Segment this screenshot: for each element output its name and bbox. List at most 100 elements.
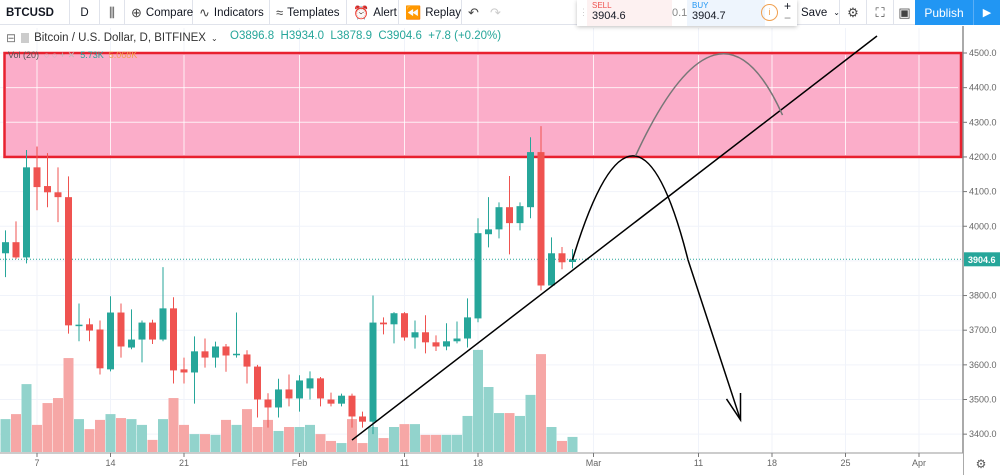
templates-icon: ≈ (276, 5, 284, 20)
drag-handle-icon[interactable]: ⋮ (579, 7, 588, 17)
settings-button[interactable]: ⚙ (840, 0, 867, 25)
volume-bar (0, 419, 11, 452)
volume-bar (525, 394, 536, 452)
volume-bar (252, 427, 263, 452)
candle-body (54, 192, 62, 198)
candle-body (96, 329, 104, 369)
volume-legend: Vol (20) ○ ○ + ✕ 5.73K 5.068K (8, 50, 137, 61)
time-tick-label: Mar (586, 458, 602, 468)
candle-body (380, 322, 387, 325)
volume-bar (231, 424, 242, 452)
alert-button[interactable]: ⏰ Alert (347, 0, 399, 25)
volume-bar (42, 403, 53, 452)
candle-body (2, 242, 9, 254)
ohlc-values: O3896.8 H3934.0 L3878.9 C3904.6 +7.8 (+0… (230, 30, 501, 42)
sell-price: 3904.6 (592, 10, 626, 22)
minus-icon[interactable]: − (784, 11, 792, 25)
candle-body (411, 332, 419, 338)
volume-bar (494, 413, 504, 452)
candle-body (191, 351, 198, 373)
play-icon: ▶ (982, 7, 992, 19)
candle-body (443, 341, 450, 347)
time-tick-label: 11 (400, 458, 409, 468)
time-tick-label: 11 (694, 458, 703, 468)
compare-button[interactable]: ⊕ Compare (125, 0, 193, 25)
trend-line (351, 35, 878, 441)
current-price-label: 3904.6 (968, 255, 996, 265)
volume-bar (32, 424, 42, 452)
projection-curve (571, 155, 689, 261)
volume-bar (504, 413, 515, 452)
price-axis (963, 26, 1000, 475)
sell-button[interactable]: SELL 3904.6 (587, 0, 672, 26)
price-tick-label: 3500.0 (969, 395, 997, 405)
indicators-button[interactable]: ∿ Indicators (193, 0, 270, 25)
compare-label: Compare (145, 6, 194, 19)
candle-body (495, 207, 503, 230)
templates-button[interactable]: ≈ Templates (270, 0, 347, 25)
candles-icon: ⫼ (109, 4, 115, 20)
candle-body (348, 395, 356, 417)
candle-body (201, 351, 209, 358)
candle-body (86, 324, 93, 331)
plus-icon[interactable]: + (784, 0, 792, 13)
replay-button[interactable]: ⏪ Replay (399, 0, 462, 25)
time-tick-label: 14 (105, 458, 115, 468)
alert-label: Alert (373, 6, 397, 19)
candle-body (233, 353, 240, 356)
volume-value: 5.73K (80, 50, 104, 60)
candle-body (296, 380, 303, 399)
buy-button[interactable]: BUY 3904.7 (687, 0, 765, 26)
symbol-search[interactable]: BTCUSD (0, 0, 70, 25)
volume-bar (84, 429, 95, 452)
undo-button[interactable]: ↶ (462, 0, 484, 25)
fullscreen-button[interactable]: ⛶ (867, 0, 894, 25)
volume-bar (536, 354, 546, 452)
publish-button[interactable]: Publish (915, 0, 973, 25)
chart-type-button[interactable]: ⫼ (100, 0, 125, 25)
candle-body (474, 233, 482, 319)
price-tick-label: 3700.0 (969, 325, 997, 335)
volume-bar (399, 424, 410, 452)
candle-body (23, 167, 30, 258)
volume-bar (336, 443, 347, 452)
price-tick-label: 3400.0 (969, 429, 997, 439)
volume-bar (53, 398, 63, 452)
candle-body (464, 317, 471, 339)
volume-bar (242, 409, 252, 452)
candle-body (222, 346, 230, 356)
play-button[interactable]: ▶ (973, 0, 1000, 25)
collapse-icon[interactable]: ⊟ (6, 31, 17, 45)
volume-bar (357, 443, 368, 452)
volume-bar (305, 424, 315, 452)
chevron-down-icon: ⌄ (833, 8, 840, 17)
buy-label: BUY (692, 1, 709, 10)
candle-body (338, 395, 345, 404)
candle-body (306, 378, 314, 389)
volume-bar (158, 419, 168, 452)
undo-icon: ↶ (468, 4, 479, 20)
info-icon[interactable]: i (761, 4, 778, 21)
spread-value: 0.1 (672, 7, 688, 19)
candle-body (128, 339, 135, 348)
alarm-icon: ⏰ (353, 4, 370, 20)
interval-button[interactable]: D (70, 0, 100, 25)
interval-label: D (80, 6, 89, 19)
volume-label[interactable]: Vol (20) (8, 50, 40, 60)
redo-icon: ↷ (490, 4, 501, 20)
buy-price: 3904.7 (692, 10, 726, 22)
volume-bar (210, 434, 221, 452)
volume-controls-icon[interactable]: ○ ○ + ✕ (44, 50, 76, 60)
symbol-title[interactable]: Bitcoin / U.S. Dollar, D, BITFINEX (34, 32, 206, 44)
fullscreen-icon: ⛶ (875, 4, 885, 20)
axis-settings-gear-icon[interactable]: ⚙ (976, 457, 987, 471)
save-button[interactable]: Save ⌄ (795, 0, 840, 25)
time-tick-label: Apr (912, 458, 926, 468)
volume-bar (273, 430, 284, 452)
volume-bar (105, 414, 116, 452)
symbol-legend: ⊟ Bitcoin / U.S. Dollar, D, BITFINEX ⌄ (6, 30, 218, 46)
redo-button[interactable]: ↷ (484, 0, 506, 25)
snapshot-button[interactable]: ▣ (894, 0, 915, 25)
volume-bar (168, 398, 179, 452)
